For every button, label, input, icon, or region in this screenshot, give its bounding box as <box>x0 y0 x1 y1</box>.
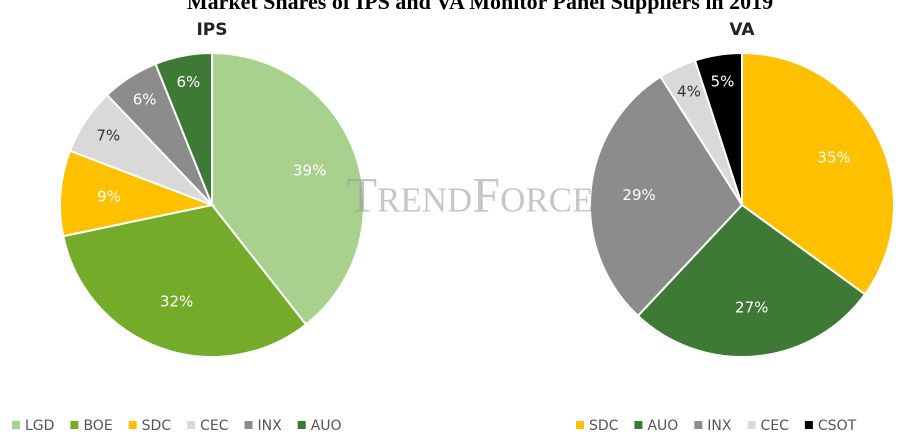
legend-swatch <box>12 421 20 429</box>
slice-label: 5% <box>711 72 735 90</box>
slice-label: 6% <box>177 73 201 91</box>
legend-text: INX <box>258 418 283 434</box>
legend-text: CEC <box>761 418 790 434</box>
slice-label: 6% <box>133 91 157 109</box>
pie-title: IPS <box>196 20 227 40</box>
legend-text: SDC <box>142 418 172 434</box>
pie-title: VA <box>729 20 755 40</box>
legend-swatch <box>297 421 306 429</box>
pie-slice <box>59 149 216 238</box>
pie-slice <box>636 203 867 358</box>
slice-label: 27% <box>735 298 768 316</box>
slice-label: 9% <box>97 187 121 205</box>
legend-swatch <box>804 421 813 429</box>
slice-label: 39% <box>293 162 326 180</box>
legend-swatch <box>634 421 643 429</box>
legend-text: INX <box>707 418 732 434</box>
pie-slice <box>154 51 213 206</box>
legend-text: AUO <box>647 418 678 434</box>
legend-swatch <box>187 421 196 429</box>
slice-label: 35% <box>817 149 850 167</box>
legend-swatch <box>694 421 703 429</box>
pie-slice <box>693 51 743 206</box>
legend-swatch <box>747 421 756 429</box>
watermark: TrendForce <box>347 166 594 222</box>
legend-swatch <box>70 421 79 429</box>
pie-slice <box>62 203 308 358</box>
pie-slice <box>741 51 895 296</box>
legend-text: AUO <box>311 418 342 434</box>
legend-swatch <box>244 421 253 429</box>
legend-text: CSOT <box>818 418 857 434</box>
pie-slice <box>211 51 365 326</box>
slice-label: 32% <box>160 293 193 311</box>
pie-slice <box>589 75 744 318</box>
chart-title: Market Shares of IPS and VA Monitor Pane… <box>187 0 773 14</box>
legend-text: LGD <box>25 418 54 434</box>
legend-text: CEC <box>200 418 229 434</box>
slice-label: 29% <box>622 186 655 204</box>
slice-label: 4% <box>677 83 701 101</box>
slice-label: 7% <box>96 126 120 144</box>
legend-swatch <box>128 421 137 429</box>
legend-text: BOE <box>83 418 112 434</box>
legend-text: SDC <box>589 418 619 434</box>
legend-swatch <box>576 421 584 429</box>
